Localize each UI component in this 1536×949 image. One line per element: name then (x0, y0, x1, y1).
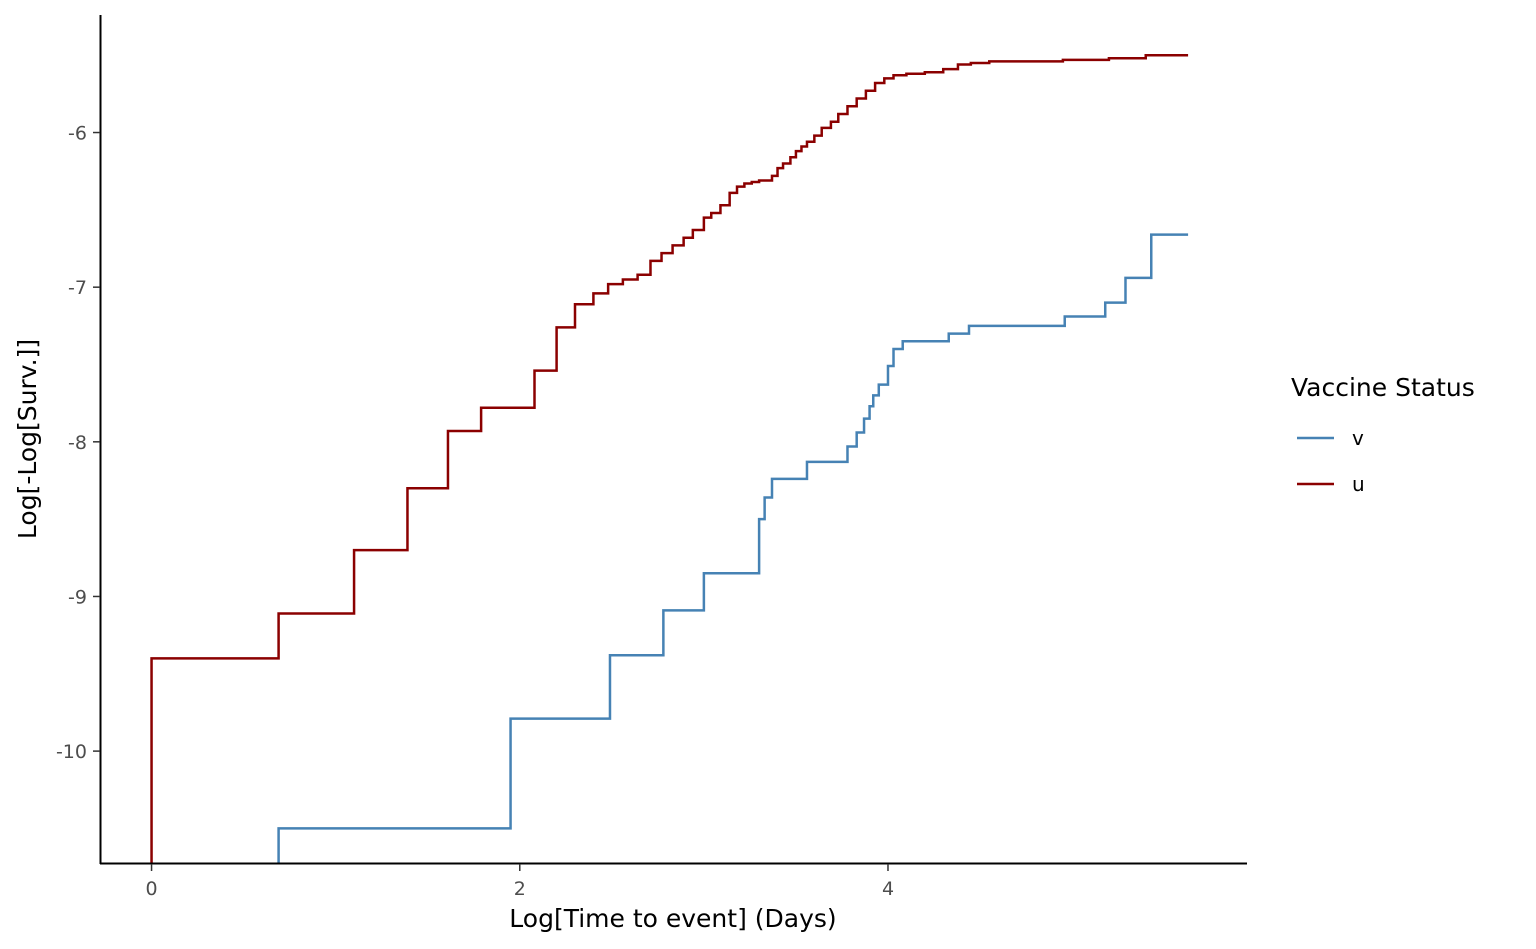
axes-layer (99, 15, 1247, 865)
series-line-v (277, 233, 1189, 864)
legend-items: vu (1297, 426, 1365, 496)
y-tick-label: -8 (68, 432, 87, 454)
x-tick-label: 2 (514, 878, 526, 900)
series-line-u (150, 53, 1189, 864)
legend: Vaccine Status vu (1291, 373, 1475, 496)
legend-label-u: u (1352, 472, 1365, 496)
series-layer (150, 53, 1189, 864)
y-tick-label: -10 (56, 741, 87, 763)
x-tick-label: 4 (882, 878, 894, 900)
x-tick-label: 0 (146, 878, 158, 900)
y-tick-label: -6 (68, 123, 87, 145)
y-axis-title: Log[-Log[Surv.]] (13, 339, 42, 539)
ticks-layer: 0 2 4 -10 -9 -8 -7 -6 (56, 123, 894, 900)
x-axis-title: Log[Time to event] (Days) (509, 904, 836, 933)
y-tick-label: -7 (68, 277, 87, 299)
legend-label-v: v (1352, 426, 1364, 450)
y-tick-label: -9 (68, 586, 87, 608)
legend-title: Vaccine Status (1291, 373, 1475, 402)
